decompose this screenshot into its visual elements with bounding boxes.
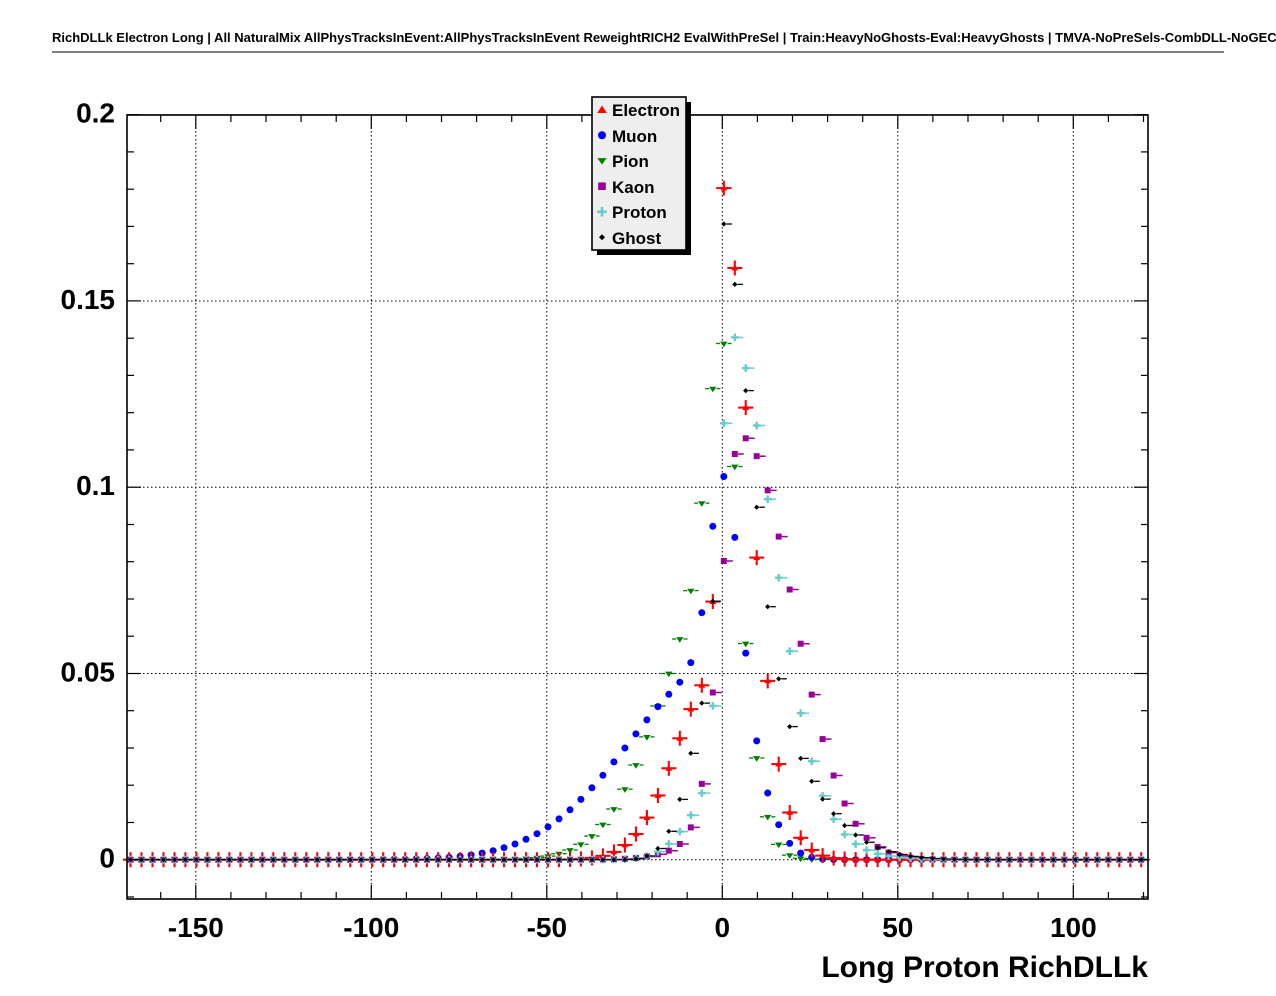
svg-text:0: 0 — [715, 912, 731, 943]
svg-text:0.1: 0.1 — [76, 470, 115, 501]
svg-text:Ghost: Ghost — [612, 229, 661, 248]
svg-text:Muon: Muon — [612, 127, 657, 146]
svg-text:Proton: Proton — [612, 203, 667, 222]
svg-text:Pion: Pion — [612, 152, 649, 171]
svg-text:Electron: Electron — [612, 101, 680, 120]
svg-text:-50: -50 — [527, 912, 567, 943]
svg-text:0.15: 0.15 — [61, 284, 116, 315]
svg-text:0.2: 0.2 — [76, 98, 115, 129]
svg-text:-100: -100 — [343, 912, 399, 943]
svg-text:0.05: 0.05 — [61, 657, 116, 688]
svg-text:-150: -150 — [168, 912, 224, 943]
svg-text:0: 0 — [99, 843, 115, 874]
svg-text:Kaon: Kaon — [612, 178, 655, 197]
svg-text:RichDLLk Electron Long | All N: RichDLLk Electron Long | All NaturalMix … — [52, 30, 1276, 45]
svg-text:100: 100 — [1050, 912, 1097, 943]
svg-text:Long Proton RichDLLk: Long Proton RichDLLk — [821, 951, 1148, 984]
svg-text:50: 50 — [882, 912, 913, 943]
